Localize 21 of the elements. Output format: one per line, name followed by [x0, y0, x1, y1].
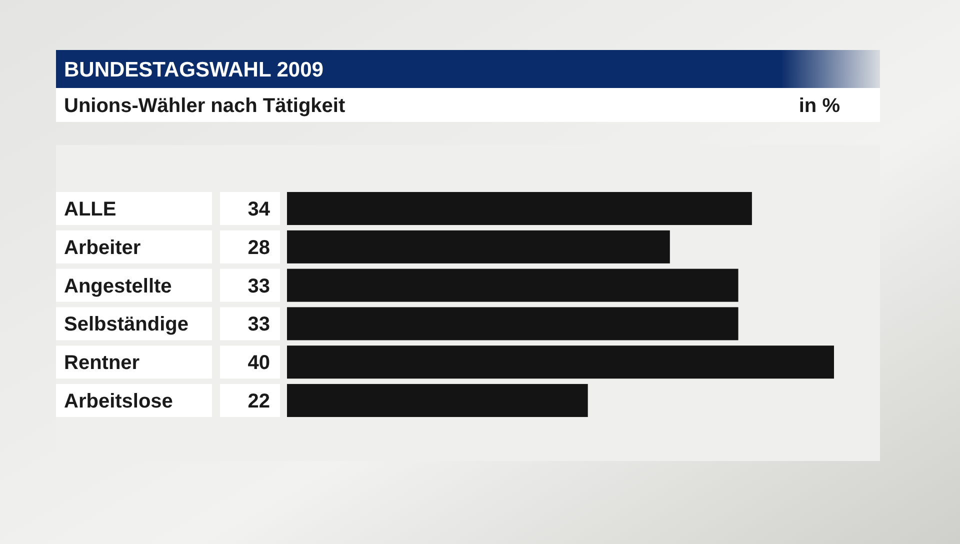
bar: [287, 384, 588, 417]
text: in %: [798, 95, 840, 117]
y-tick-label: ALLE: [64, 198, 116, 221]
bar: [287, 192, 752, 226]
data-label: 33: [248, 275, 270, 298]
bar: [287, 307, 738, 340]
y-tick-label: Arbeitslose: [64, 390, 173, 412]
chart-title: BUNDESTAGSWAHL 2009: [64, 58, 324, 82]
y-tick-label: Arbeiter: [64, 236, 141, 259]
y-tick-label: Selbständige: [64, 314, 188, 336]
data-label: 40: [248, 352, 270, 374]
data-label: 28: [248, 236, 270, 259]
data-label: 34: [248, 198, 271, 221]
bar: [287, 346, 834, 379]
y-tick-label: Rentner: [64, 352, 140, 374]
bar: [287, 230, 670, 264]
chart-subtitle: Unions-Wähler nach Tätigkeit: [64, 95, 346, 117]
bar: [287, 268, 738, 302]
y-tick-label: Angestellte: [64, 275, 172, 298]
data-label: 22: [248, 390, 270, 412]
data-label: 33: [248, 314, 270, 336]
